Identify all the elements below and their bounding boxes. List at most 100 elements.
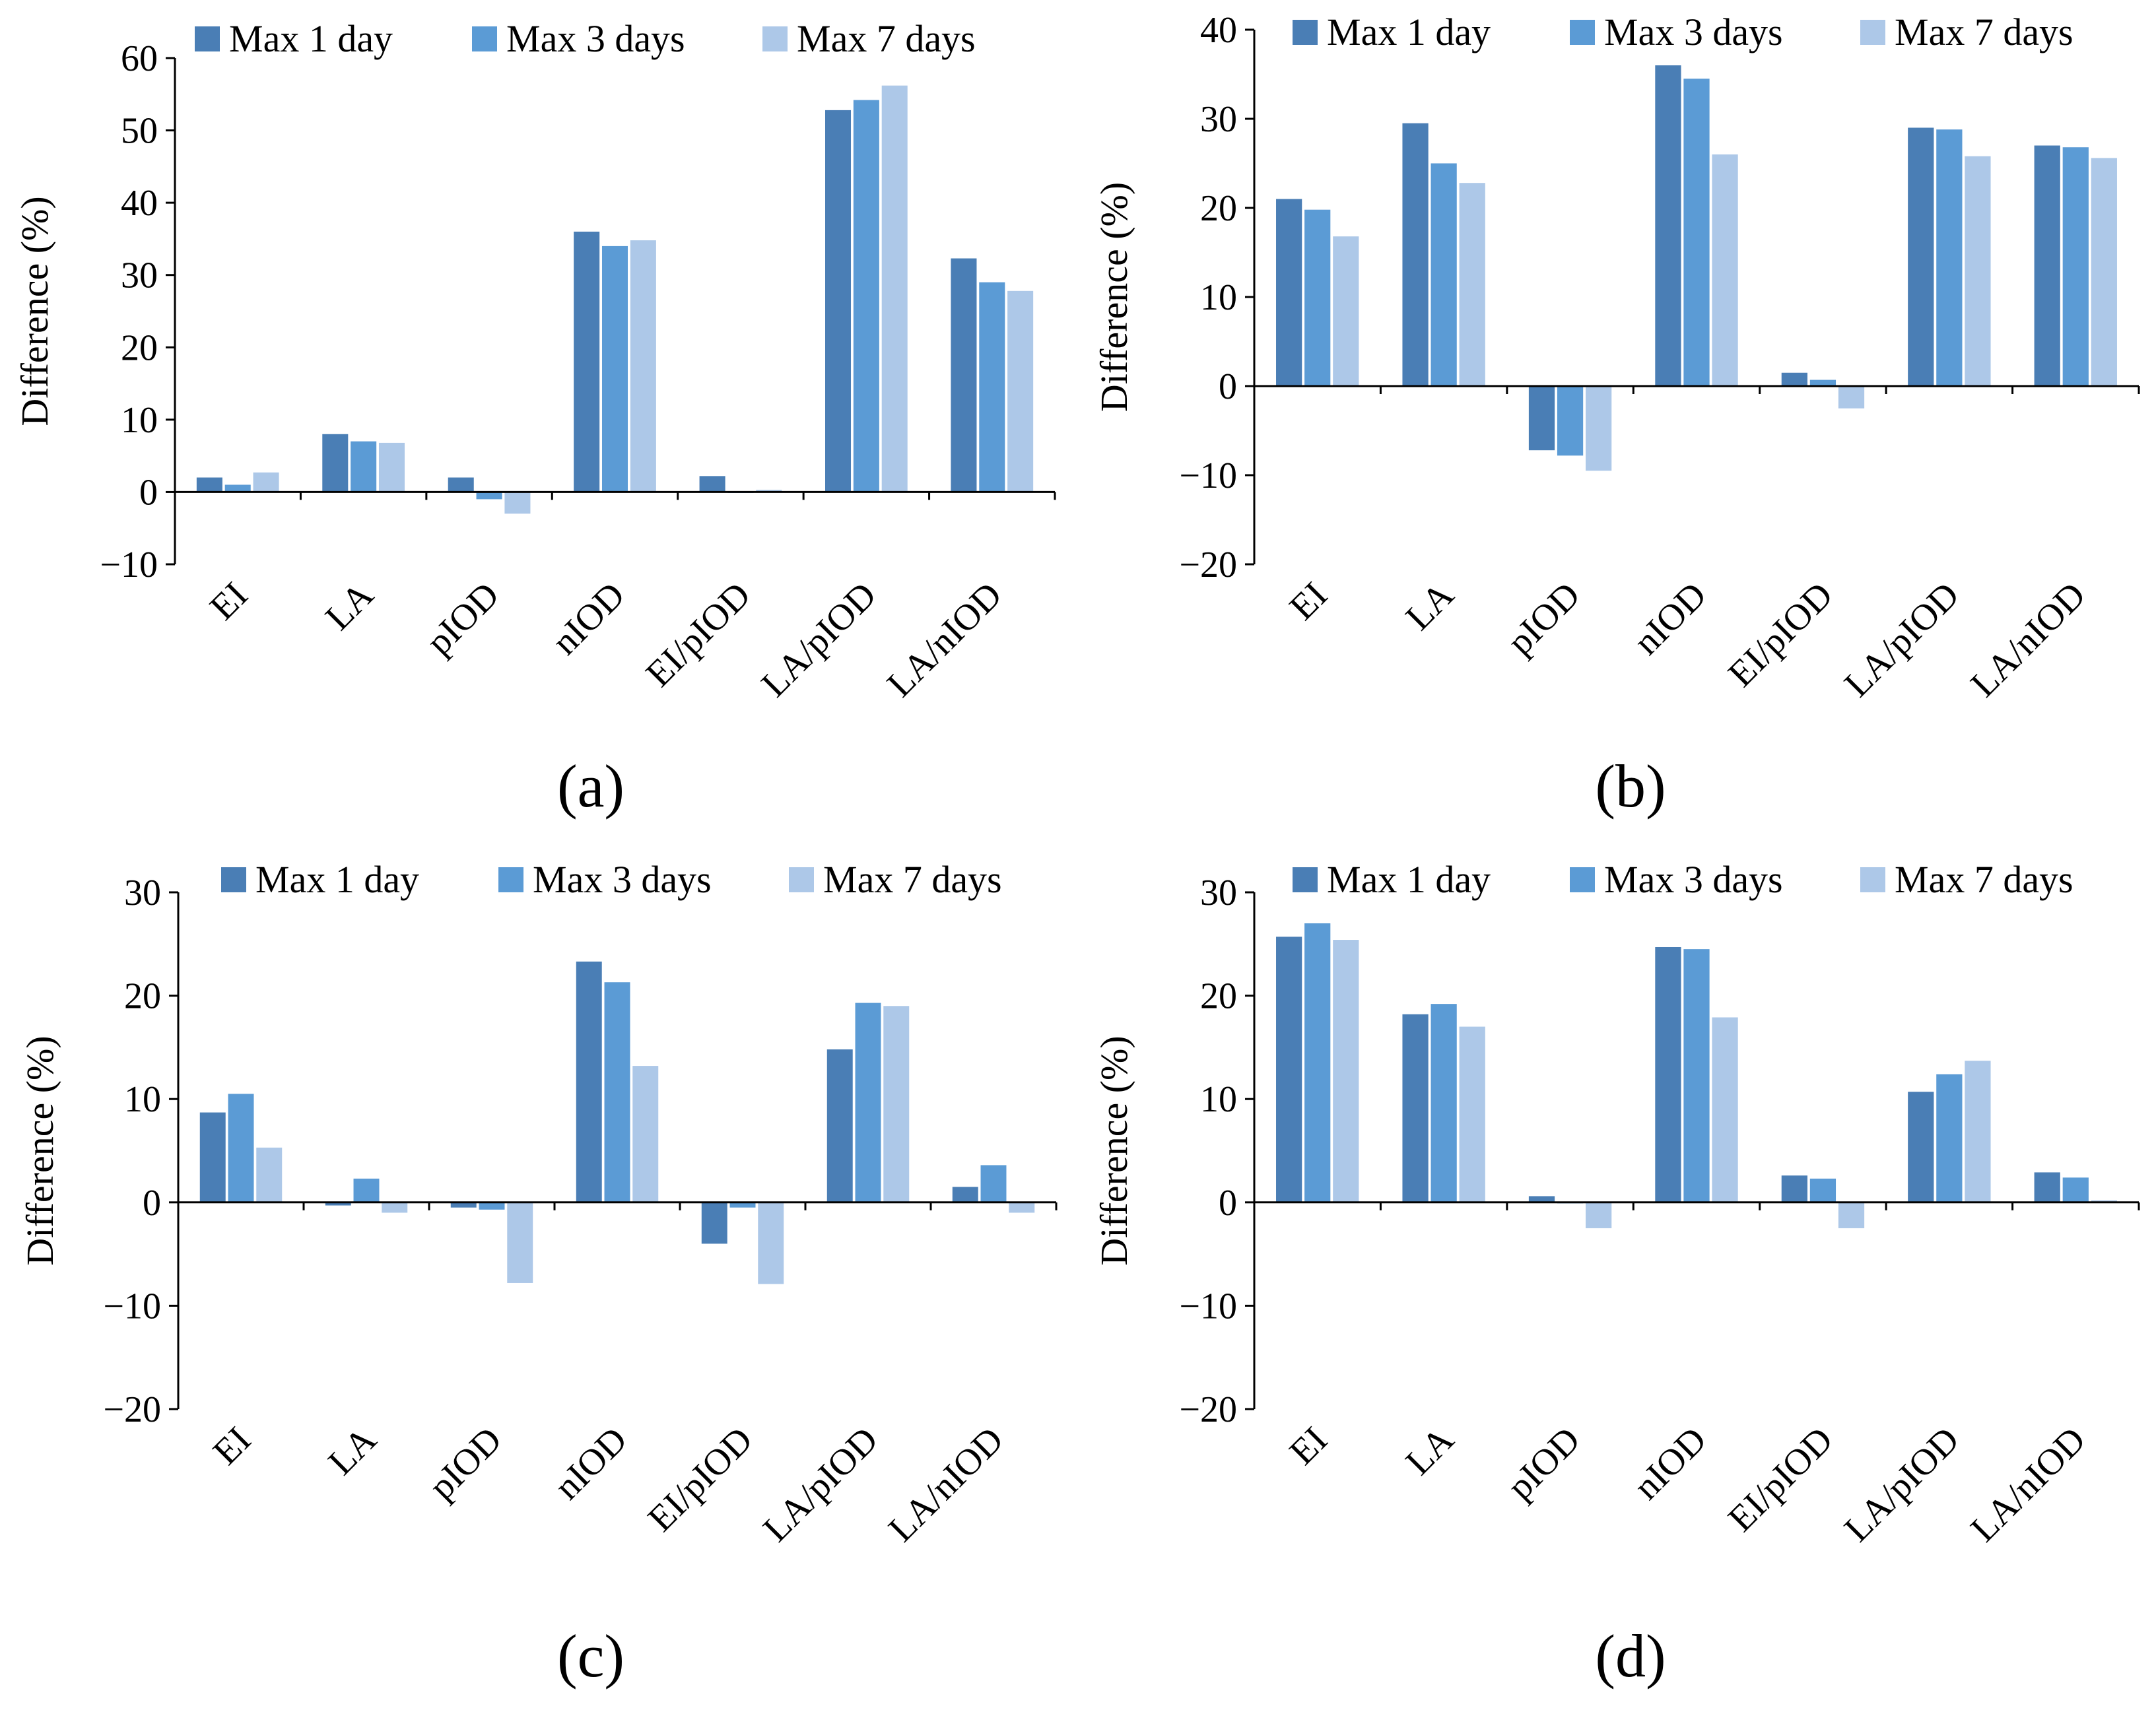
y-tick-label: 30 (1200, 873, 1237, 913)
bar-max-1-day-ei (1276, 937, 1302, 1202)
chart-panel-3: −20 −10 0 10 20 30 Difference (%) EI LA pIOD nIOD E… (18, 858, 1056, 1690)
legend-label: Max 7 days (823, 858, 1002, 901)
bar-max-7-days-piod (507, 1203, 533, 1283)
y-tick-label: 10 (124, 1079, 161, 1120)
legend-swatch (1293, 20, 1318, 45)
bar-max-3-days-la (351, 442, 376, 492)
x-category-label: nIOD (545, 574, 633, 663)
bar-max-3-days-niod (1683, 79, 1709, 386)
x-category-label: LA/nIOD (1963, 1419, 2094, 1550)
bar-max-3-days-la-niod (2063, 147, 2089, 386)
bar-max-7-days-niod (1712, 154, 1737, 386)
legend-label: Max 7 days (1895, 858, 2073, 901)
bar-max-1-day-la (1402, 1014, 1428, 1203)
bar-max-1-day-la-niod (2035, 146, 2060, 387)
y-axis-label: Difference (%) (13, 196, 56, 426)
bar-max-1-day-la-piod (825, 110, 851, 492)
x-category-label: EI/pIOD (1720, 1419, 1840, 1539)
bar-max-1-day-ei-piod (1782, 373, 1807, 386)
bar-max-3-days-la-piod (854, 100, 879, 492)
bar-max-7-days-ei (1333, 940, 1359, 1203)
bar-max-7-days-piod (504, 492, 530, 513)
bar-max-3-days-ei (1304, 923, 1330, 1203)
legend-label: Max 1 day (1327, 858, 1491, 901)
x-category-label: EI/pIOD (1720, 574, 1840, 694)
y-tick-label: 60 (121, 38, 158, 79)
legend-swatch (195, 26, 220, 51)
x-category-label: nIOD (1626, 1419, 1714, 1507)
legend-label: Max 1 day (1327, 11, 1491, 53)
bar-max-1-day-niod (1655, 65, 1681, 386)
x-category-label: LA/nIOD (1963, 574, 2094, 705)
x-category-label: LA (321, 1419, 385, 1483)
bar-max-7-days-piod (1586, 386, 1611, 471)
legend-swatch (1860, 20, 1885, 45)
x-category-label: pIOD (419, 574, 507, 663)
bar-max-7-days-ei (256, 1148, 282, 1203)
legend-swatch (789, 867, 814, 892)
bar-max-3-days-la-niod (979, 282, 1005, 492)
legend-label: Max 3 days (506, 17, 685, 60)
bar-max-1-day-ei (197, 478, 222, 492)
y-tick-label: 0 (1219, 1183, 1237, 1224)
x-category-label: LA/pIOD (1836, 574, 1967, 705)
y-tick-label: 10 (121, 400, 158, 441)
bar-max-3-days-niod (602, 246, 628, 492)
y-tick-label: −10 (103, 1286, 161, 1327)
panel-caption: (c) (557, 1622, 624, 1690)
bar-max-1-day-ei (1276, 199, 1302, 387)
legend-swatch (1570, 867, 1595, 892)
x-category-label: EI (205, 1419, 259, 1472)
legend-swatch (762, 26, 788, 51)
y-tick-label: 0 (139, 472, 158, 513)
bar-max-7-days-ei (1333, 236, 1359, 386)
y-tick-label: 40 (121, 183, 158, 224)
x-category-label: LA/pIOD (1836, 1419, 1967, 1550)
legend-label: Max 3 days (1604, 858, 1783, 901)
bar-max-3-days-la (354, 1179, 380, 1203)
x-category-label: EI/pIOD (640, 1419, 760, 1539)
x-category-label: EI (1282, 1419, 1335, 1472)
panel-caption: (a) (557, 752, 624, 820)
bar-max-1-day-la-piod (1908, 1092, 1934, 1203)
x-category-label: LA (318, 574, 382, 638)
bar-max-1-day-ei-piod (702, 1203, 727, 1244)
bar-max-1-day-la-piod (827, 1049, 853, 1203)
figure: −100102030405060Difference (%)EI LA pIOD nI… (0, 0, 2156, 1714)
bar-max-1-day-la-piod (1908, 128, 1934, 387)
y-tick-label: 40 (1200, 10, 1237, 51)
legend-swatch (498, 867, 523, 892)
bar-max-3-days-la-piod (856, 1003, 881, 1203)
x-category-label: EI/pIOD (638, 574, 758, 694)
y-tick-label: −20 (1179, 544, 1237, 585)
x-category-label: pIOD (421, 1419, 510, 1507)
legend-label: Max 3 days (533, 858, 712, 901)
bar-max-1-day-niod (1655, 947, 1681, 1203)
legend-label: Max 3 days (1604, 11, 1783, 53)
x-category-label: EI (202, 574, 255, 628)
legend-swatch (1860, 867, 1885, 892)
bar-max-1-day-niod (576, 962, 602, 1203)
bar-max-1-day-la (1402, 123, 1428, 386)
legend-swatch (221, 867, 246, 892)
bar-max-3-days-piod (1557, 386, 1583, 455)
legend-label: Max 7 days (797, 17, 976, 60)
bar-max-7-days-ei-piod (1838, 1203, 1864, 1228)
bar-max-3-days-la-niod (981, 1165, 1007, 1202)
bar-max-7-days-niod (630, 240, 656, 492)
y-tick-label: 20 (1200, 976, 1237, 1017)
bar-max-1-day-piod (448, 478, 474, 492)
bar-max-7-days-la (1460, 1027, 1485, 1203)
bar-max-3-days-ei (225, 484, 251, 492)
bar-max-7-days-la-niod (1009, 1203, 1034, 1213)
y-tick-label: 10 (1200, 277, 1237, 318)
legend-swatch (1570, 20, 1595, 45)
x-category-label: LA/pIOD (755, 1419, 886, 1550)
x-category-label: EI (1282, 574, 1335, 628)
bar-max-3-days-la (1431, 1004, 1457, 1203)
bar-max-7-days-la-piod (882, 86, 908, 492)
y-axis-label: Difference (%) (18, 1036, 61, 1265)
y-tick-label: −10 (1179, 455, 1237, 496)
y-tick-label: 20 (1200, 188, 1237, 229)
chart-panel-2: −20 −10 0 10 20 30 40 Difference (%) EI LA pIOD nIO… (1093, 10, 2139, 820)
